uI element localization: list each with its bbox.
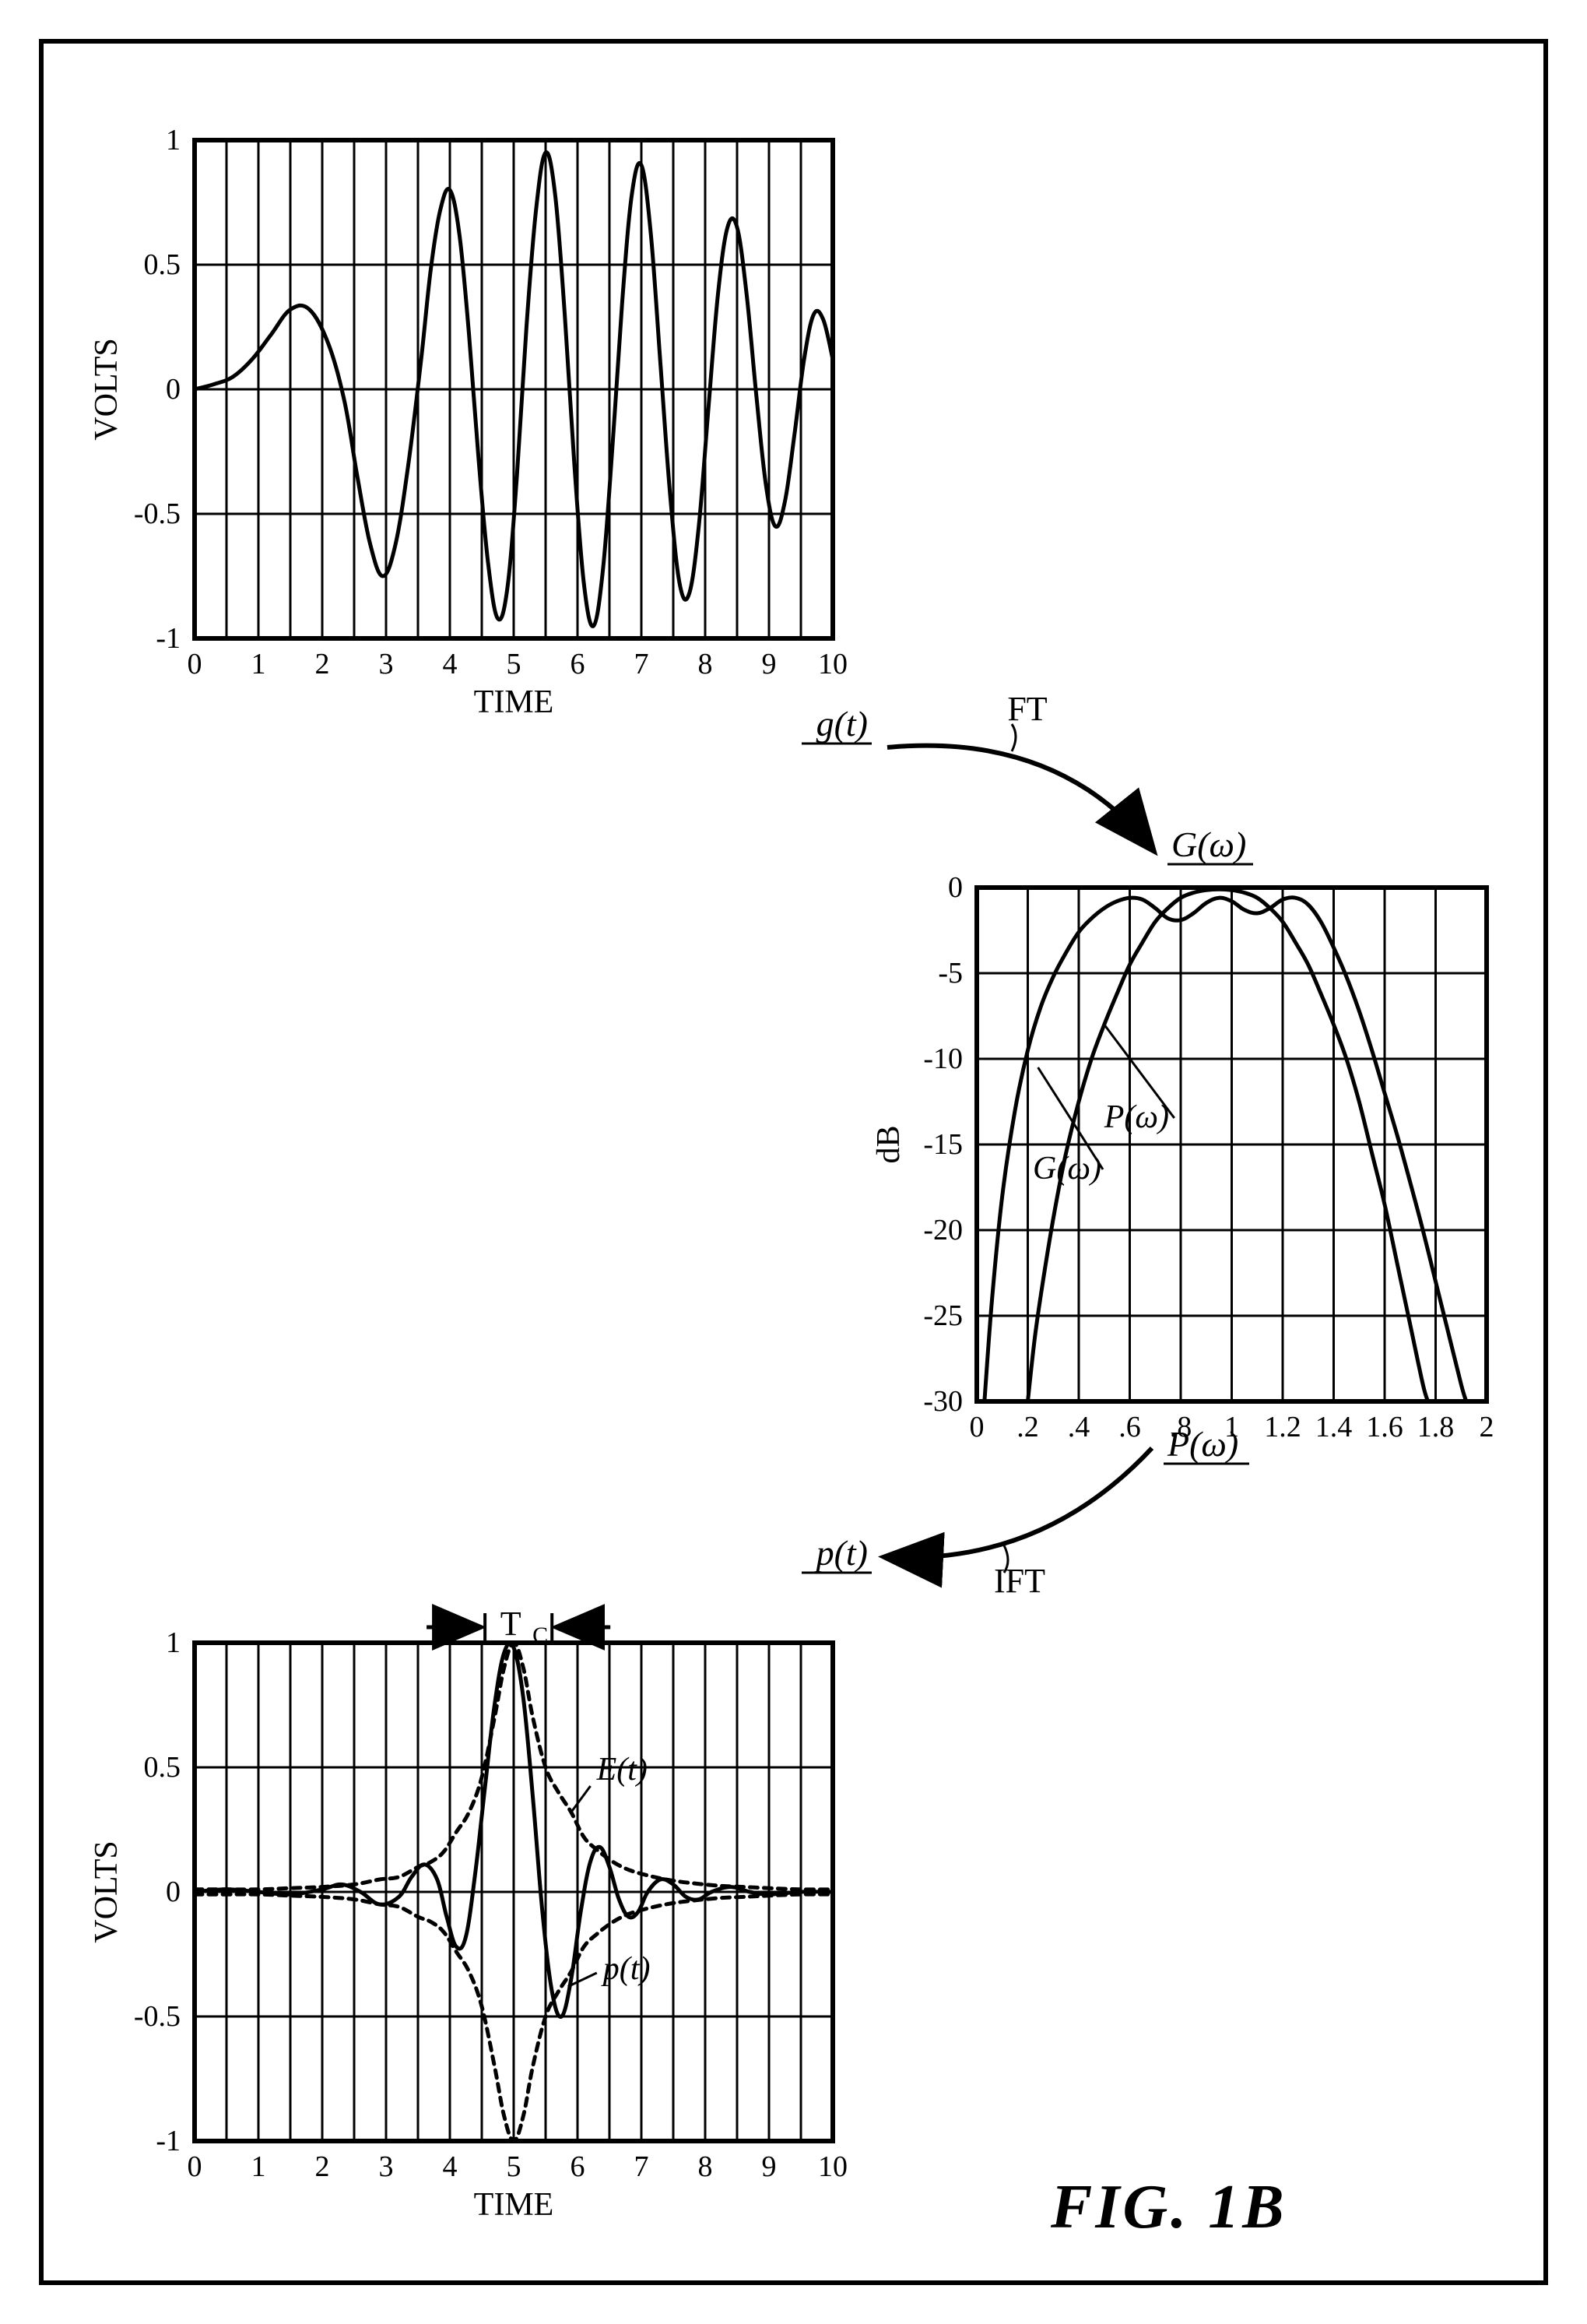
page-border (39, 39, 1548, 2285)
figure-label: FIG. 1B (1051, 2172, 1287, 2243)
page: 012345678910-1-0.500.51TIMEVOLTS01234567… (0, 0, 1587, 2324)
